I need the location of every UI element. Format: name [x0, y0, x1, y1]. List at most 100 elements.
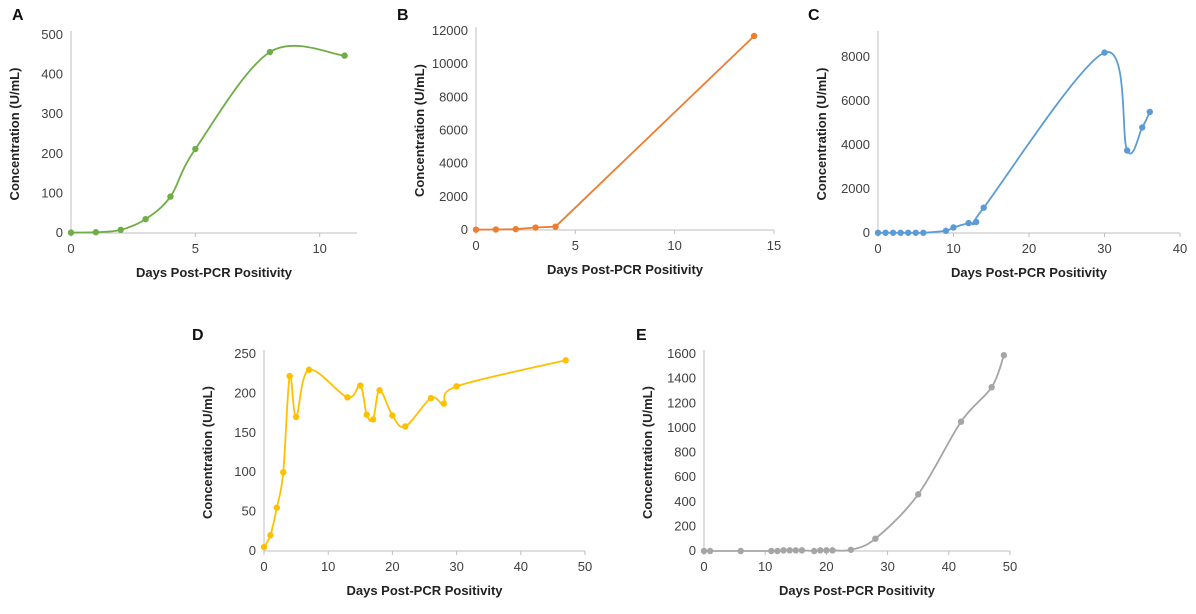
panel-c-data-point	[1123, 147, 1131, 154]
panel-c-data-point	[965, 219, 972, 227]
panel-b-y-axis-title: Concentration (U/mL)	[412, 64, 427, 197]
panel-d-y-tick-label: 250	[234, 346, 256, 361]
panel-d-data-point	[286, 372, 293, 380]
panel-e-data-point	[823, 547, 830, 554]
panel-e-y-tick-label: 1600	[667, 346, 696, 361]
panel-e-x-axis-title: Days Post-PCR Positivity	[779, 583, 936, 598]
panel-b-series-line	[475, 35, 755, 231]
panel-e-series-line	[704, 354, 1005, 552]
panel-b-x-tick-label: 0	[472, 238, 479, 253]
panel-d-data-point	[273, 504, 281, 511]
panel-d-x-axis-title: Days Post-PCR Positivity	[346, 583, 503, 598]
panel-e-y-axis-title: Concentration (U/mL)	[640, 386, 655, 519]
panel-e-data-point	[774, 547, 781, 555]
panel-a-y-tick-label: 400	[41, 67, 63, 82]
panel-c-y-tick-label: 6000	[841, 93, 870, 108]
panel-b-y-tick-label: 2000	[439, 189, 468, 204]
panel-e-y-tick-label: 0	[689, 543, 696, 558]
panel-c-data-point	[1139, 124, 1146, 131]
panel-a-y-tick-label: 500	[41, 27, 63, 42]
panel-e-x-tick-label: 20	[819, 559, 833, 574]
panel-e-data-point	[957, 418, 965, 425]
panel-d-x-tick-label: 0	[260, 559, 267, 574]
panel-e-data-point	[810, 547, 818, 555]
panel-e-label: E	[636, 327, 647, 344]
panel-e-y-tick-label: 1200	[667, 395, 696, 410]
panel-a-x-tick-label: 0	[67, 241, 74, 256]
panel-a-y-tick-label: 0	[56, 225, 63, 240]
panel-e-data-point	[829, 547, 836, 554]
panel-e-data-point	[847, 546, 855, 553]
panel-c-y-tick-label: 4000	[841, 137, 870, 152]
panel-a-data-point	[167, 193, 174, 200]
panel-e-y-tick-label: 1000	[667, 420, 696, 435]
panel-b-y-tick-label: 4000	[439, 156, 468, 171]
panel-e-data-point	[700, 547, 708, 555]
panel-d-y-axis-title: Concentration (U/mL)	[200, 386, 215, 519]
panel-a-series-line	[70, 44, 345, 234]
panel-d-x-tick-label: 20	[385, 559, 399, 574]
panel-c-data-point	[980, 204, 987, 211]
panel-b-y-tick-label: 6000	[439, 123, 468, 138]
panel-d-label: D	[192, 327, 204, 344]
panel-a-label: A	[12, 7, 24, 24]
panel-c-y-tick-label: 0	[863, 225, 870, 240]
panel-d-y-tick-label: 100	[234, 464, 256, 479]
panel-d-data-point	[260, 543, 268, 551]
panel-b-y-tick-label: 10000	[432, 56, 468, 71]
panel-b-x-tick-label: 10	[667, 238, 681, 253]
panel-a-y-tick-label: 200	[41, 146, 63, 161]
panel-c-data-point	[950, 224, 957, 231]
panel-c-y-tick-label: 2000	[841, 181, 870, 196]
panel-e-y-tick-label: 800	[674, 445, 696, 460]
panel-e-y-tick-label: 200	[674, 518, 696, 533]
panel-d-x-tick-label: 40	[514, 559, 528, 574]
panel-a-x-tick-label: 10	[312, 241, 326, 256]
panel-d-y-tick-label: 0	[249, 543, 256, 558]
panel-d-data-point	[369, 416, 377, 423]
panel-c-data-point	[1146, 108, 1154, 116]
panel-c-y-tick-label: 8000	[841, 49, 870, 64]
panel-e-x-tick-label: 40	[942, 559, 956, 574]
panel-c-x-axis-title: Days Post-PCR Positivity	[951, 265, 1108, 280]
panel-c-label: C	[808, 7, 820, 24]
panel-b-data-point	[552, 223, 559, 230]
panel-d-data-point	[453, 383, 460, 390]
panel-b-x-tick-label: 5	[572, 238, 579, 253]
panel-c-data-point	[874, 229, 882, 236]
panel-e-x-tick-label: 10	[758, 559, 772, 574]
panel-e-data-point	[1000, 352, 1008, 359]
panel-d-y-tick-label: 150	[234, 425, 256, 440]
panel-a-data-point	[92, 229, 100, 236]
panel-b-data-point	[472, 226, 480, 233]
panel-b-y-tick-label: 0	[461, 222, 468, 237]
panel-e-x-tick-label: 0	[700, 559, 707, 574]
panel-a-x-tick-label: 5	[192, 241, 199, 256]
panel-b-x-tick-label: 15	[767, 238, 781, 253]
panel-e-x-tick-label: 30	[880, 559, 894, 574]
panel-d-data-point	[389, 412, 396, 419]
panel-d-data-point	[292, 413, 300, 421]
panel-e-data-point	[872, 535, 879, 542]
panel-d-y-tick-label: 50	[242, 504, 256, 519]
panel-d-data-point	[305, 366, 313, 373]
panel-e-data-point	[768, 547, 775, 555]
panel-b-data-point	[532, 224, 539, 231]
panel-d-x-tick-label: 30	[449, 559, 463, 574]
panel-c-data-point	[897, 229, 904, 236]
panel-d-x-tick-label: 50	[578, 559, 592, 574]
panel-a-data-point	[266, 48, 274, 56]
panel-b-data-point	[512, 225, 519, 233]
panel-a-data-point	[192, 145, 199, 153]
panel-d-x-tick-label: 10	[321, 559, 335, 574]
panel-a-data-point	[67, 229, 75, 236]
panel-a-data-point	[117, 226, 124, 234]
panel-a-y-tick-label: 300	[41, 106, 63, 121]
panel-d-data-point	[402, 423, 409, 430]
panel-e-data-point	[780, 547, 787, 554]
panel-d-data-point	[267, 532, 274, 539]
panel-c-x-tick-label: 0	[874, 241, 881, 256]
panel-c-x-tick-label: 30	[1097, 241, 1111, 256]
panel-d-data-point	[376, 387, 383, 394]
panel-b-y-tick-label: 8000	[439, 89, 468, 104]
